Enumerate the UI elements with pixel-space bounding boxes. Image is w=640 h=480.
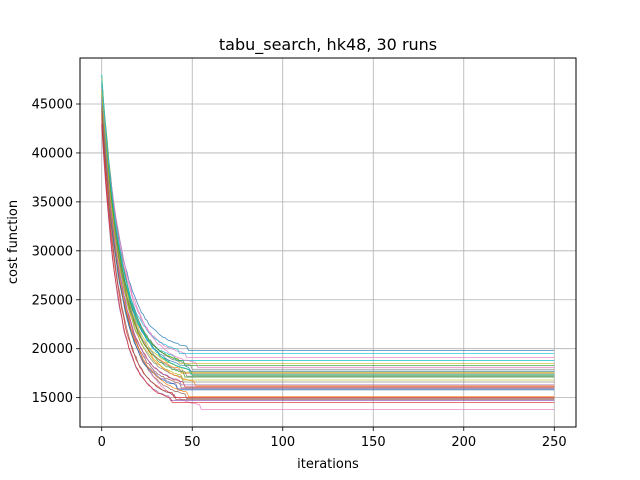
run-line-26 <box>101 106 555 400</box>
run-line-15 <box>101 125 555 401</box>
x-tick-label: 100 <box>270 435 295 450</box>
run-line-1 <box>101 86 555 352</box>
run-line-24 <box>101 123 555 403</box>
run-line-17 <box>101 85 555 358</box>
x-tick-label: 0 <box>98 435 106 450</box>
run-line-22 <box>101 112 555 398</box>
run-line-20 <box>101 84 555 354</box>
run-line-23 <box>101 91 555 366</box>
x-ticks: 0 50 100 150 200 250 <box>98 427 567 450</box>
run-line-18 <box>101 97 555 370</box>
run-line-12 <box>101 107 555 387</box>
run-line-4 <box>101 105 555 388</box>
y-tick-label: 45000 <box>32 98 73 113</box>
run-line-13 <box>101 93 555 378</box>
y-tick-label: 20000 <box>32 342 73 357</box>
chart-title: tabu_search, hk48, 30 runs <box>219 35 437 55</box>
run-line-5 <box>101 99 555 390</box>
run-line-21 <box>101 103 555 391</box>
run-line-14 <box>101 114 555 399</box>
y-tick-label: 40000 <box>32 146 73 161</box>
run-line-28 <box>101 96 555 377</box>
run-line-11 <box>101 102 555 372</box>
y-tick-label: 25000 <box>32 293 73 308</box>
x-tick-label: 150 <box>361 435 386 450</box>
y-axis-label: cost function <box>6 200 21 284</box>
plot-frame <box>79 57 577 428</box>
run-line-6 <box>101 113 555 400</box>
run-line-9 <box>101 82 555 364</box>
run-line-27 <box>101 88 555 368</box>
run-line-25 <box>101 100 555 386</box>
run-line-29 <box>101 90 555 381</box>
x-tick-label: 50 <box>184 435 201 450</box>
y-tick-label: 35000 <box>32 195 73 210</box>
x-tick-label: 250 <box>542 435 567 450</box>
run-line-16 <box>101 110 555 389</box>
run-line-2 <box>101 95 555 374</box>
y-ticks: 15000 20000 25000 30000 35000 40000 45000 <box>32 98 80 406</box>
run-line-30 <box>101 80 555 375</box>
x-axis-label: iterations <box>297 457 359 472</box>
y-tick-label: 15000 <box>32 391 73 406</box>
plot-area <box>80 58 576 427</box>
run-line-8 <box>101 89 555 383</box>
series-lines <box>101 74 555 410</box>
x-tick-label: 200 <box>451 435 476 450</box>
y-tick-label: 30000 <box>32 244 73 259</box>
grid <box>80 58 576 427</box>
